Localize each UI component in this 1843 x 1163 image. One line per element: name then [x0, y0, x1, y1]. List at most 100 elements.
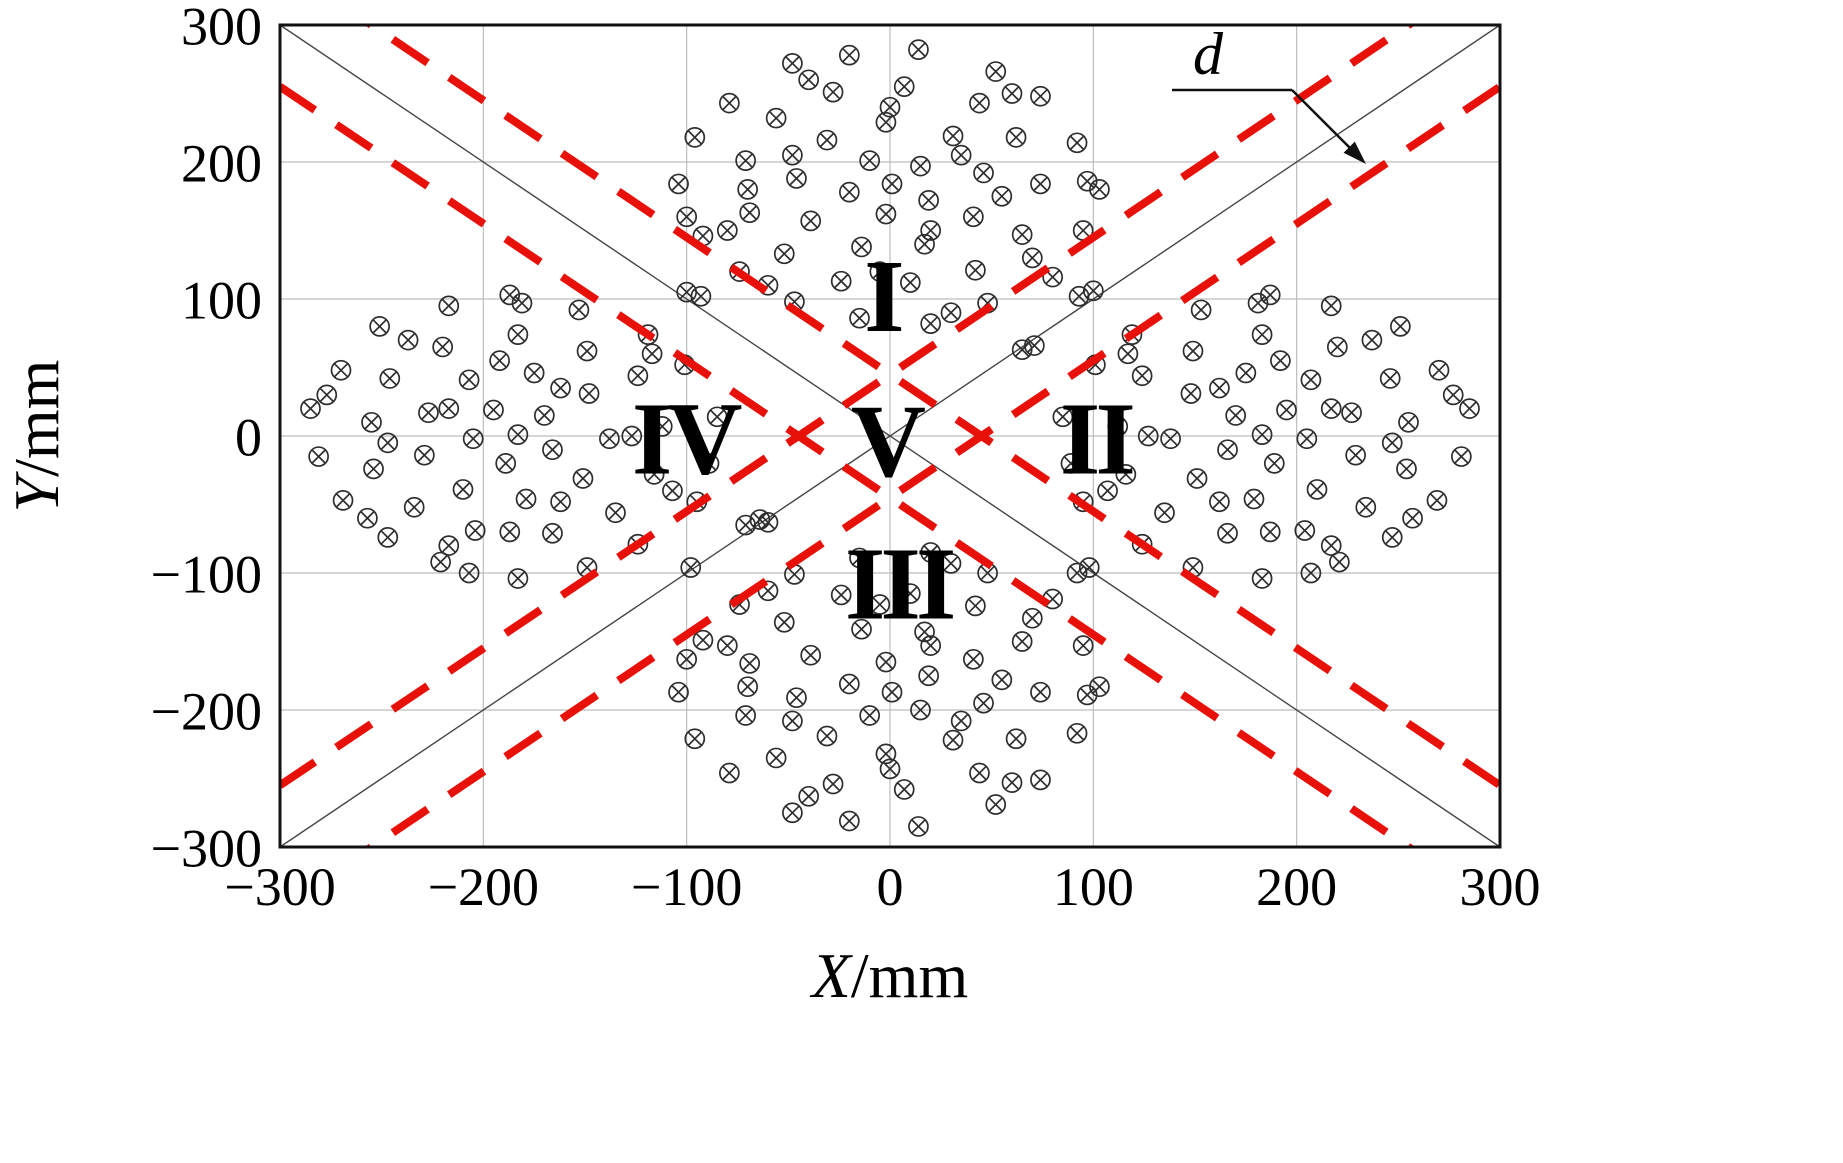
scatter-point — [1320, 295, 1342, 317]
scatter-point — [838, 810, 860, 832]
scatter-point — [942, 729, 964, 751]
y-tick-label: 100 — [181, 270, 262, 330]
scatter-point — [533, 405, 555, 426]
scatter-point — [568, 299, 590, 321]
scatter-point — [739, 653, 761, 674]
scatter-point — [1154, 502, 1175, 524]
scatter-point — [438, 398, 460, 419]
scatter-point — [716, 220, 738, 241]
scatter-point — [1078, 557, 1100, 578]
diagonal-line — [280, 25, 1500, 847]
scatter-point — [963, 206, 984, 228]
scatter-point — [1030, 769, 1051, 791]
region-label-iii: III — [845, 527, 953, 642]
scatter-point — [1117, 343, 1139, 365]
scatter-point — [668, 173, 689, 195]
scatter-point — [668, 681, 689, 703]
scatter-point — [363, 458, 384, 480]
scatter-point — [1243, 488, 1265, 510]
scatter-point — [316, 384, 338, 406]
scatter-point — [735, 514, 756, 536]
scatter-point — [773, 611, 795, 633]
scatter-point — [430, 551, 451, 573]
scatter-point — [1186, 468, 1208, 489]
scatter-point — [784, 564, 805, 585]
y-tick-label: −100 — [151, 544, 262, 604]
scatter-point — [918, 665, 939, 687]
scatter-point — [680, 557, 702, 578]
scatter-point — [735, 150, 756, 171]
scatter-point — [1115, 464, 1137, 485]
scatter-point — [1381, 432, 1403, 454]
scatter-point — [1076, 170, 1098, 192]
scatter-point — [719, 92, 740, 114]
scatter-point — [483, 399, 504, 421]
scatter-point — [1225, 405, 1247, 426]
scatter-point — [875, 203, 897, 225]
scatter-point — [1076, 684, 1098, 706]
scatter-point — [1296, 428, 1318, 450]
dashed-boundary-line — [280, 25, 1416, 789]
scatter-point — [737, 676, 759, 698]
scatter-point — [403, 496, 425, 518]
scatter-point — [550, 491, 571, 513]
scatter-point — [1072, 635, 1094, 656]
scatter-point — [1379, 368, 1401, 389]
y-tick-label: −300 — [151, 818, 262, 878]
scatter-point — [838, 44, 860, 66]
scatter-point — [507, 324, 529, 345]
scatter-point — [1024, 335, 1045, 356]
scatter-point — [757, 511, 779, 533]
scatter-point — [969, 92, 990, 114]
scatter-point — [965, 259, 986, 281]
scatter-point — [1251, 324, 1273, 345]
scatter-point — [1276, 399, 1297, 421]
scatter-point — [991, 669, 1013, 691]
scatter-point — [816, 725, 838, 747]
scatter-point — [414, 444, 435, 466]
scatter-point — [739, 202, 761, 224]
region-label-ii: II — [1060, 381, 1132, 496]
scatter-point — [1005, 126, 1027, 148]
scatter-point — [1355, 496, 1377, 518]
scatter-point — [357, 507, 378, 529]
scatter-point — [507, 424, 529, 445]
scatter-point — [676, 648, 698, 670]
scatter-point — [985, 61, 1007, 82]
scatter-point — [1217, 522, 1238, 544]
scatter-point — [1341, 402, 1362, 424]
scatter-point — [782, 53, 803, 74]
scatter-point — [786, 687, 807, 709]
x-tick-label: 0 — [877, 857, 904, 917]
scatter-point — [910, 155, 931, 177]
scatter-point — [920, 313, 942, 335]
scatter-point — [1459, 398, 1480, 419]
scatter-point — [849, 547, 870, 569]
scatter-point — [830, 584, 852, 606]
plot-area — [280, 25, 1500, 847]
y-tick-labels: 300 200 100 0 −100 −200 −300 — [151, 0, 262, 878]
scatter-point — [985, 794, 1007, 815]
scatter-point — [822, 773, 844, 795]
scatter-point — [499, 521, 521, 543]
scatter-point — [716, 635, 738, 656]
scatter-point — [1300, 369, 1322, 391]
scatter-point — [1294, 520, 1316, 541]
scatter-point — [849, 307, 870, 329]
scatter-point — [786, 168, 807, 189]
arrowhead-icon — [1343, 141, 1366, 164]
scatter-point — [782, 144, 803, 166]
scatter-point — [859, 705, 881, 726]
scatter-point — [1402, 507, 1423, 529]
scatter-point — [515, 488, 537, 510]
scatter-point — [690, 285, 712, 307]
scatter-point — [1066, 562, 1088, 584]
scatter-point — [851, 618, 872, 640]
scatter-point — [830, 270, 852, 292]
scatter-point — [507, 568, 529, 589]
scatter-point — [511, 292, 533, 314]
scatter-point — [800, 210, 822, 232]
scatter-point — [950, 144, 972, 166]
scatter-point — [523, 362, 545, 384]
scatter-point — [458, 369, 480, 391]
